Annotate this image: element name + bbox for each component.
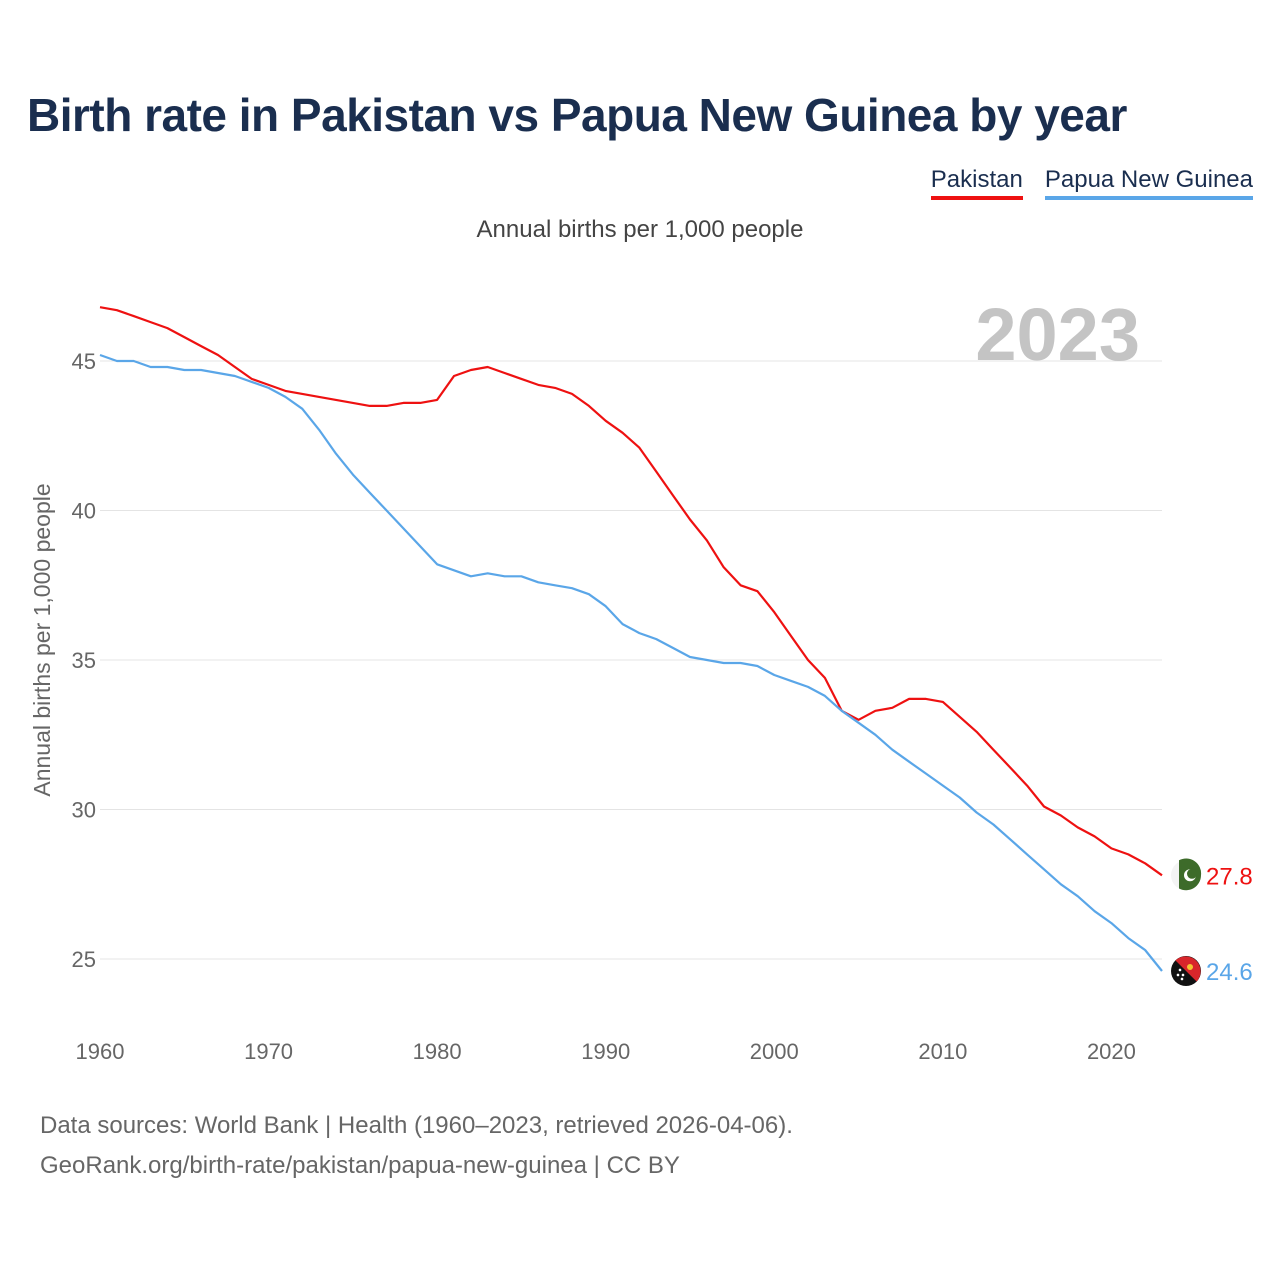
x-tick-label: 2010 [918, 1039, 967, 1064]
legend-item-papua-new-guinea[interactable]: Papua New Guinea [1044, 166, 1253, 200]
flag-star [1176, 973, 1180, 977]
y-tick-label: 45 [72, 349, 96, 374]
series-line-papua-new-guinea [99, 353, 1163, 972]
data-source: Data sources: World Bank | Health (1960–… [40, 1106, 793, 1186]
legend: Pakistan Papua New Guinea [930, 166, 1253, 200]
end-markers: 27.8 24.6 [1171, 858, 1253, 986]
x-tick-label: 2020 [1087, 1039, 1136, 1064]
y-tick-label: 30 [72, 798, 96, 823]
chart-title: Birth rate in Pakistan vs Papua New Guin… [27, 89, 1127, 141]
series-lines [99, 306, 1163, 972]
flag-star [1180, 977, 1184, 981]
flag-crescent-cut [1187, 868, 1197, 879]
y-axis-ticks: 25 30 35 40 45 [72, 349, 96, 972]
legend-item-pakistan[interactable]: Pakistan [930, 166, 1023, 200]
chart-subtitle: Annual births per 1,000 people [476, 216, 804, 243]
flag-star [1178, 968, 1182, 972]
source-line-2[interactable]: GeoRank.org/birth-rate/pakistan/papua-ne… [40, 1152, 680, 1179]
y-tick-label: 40 [72, 499, 96, 524]
x-tick-label: 1960 [76, 1039, 125, 1064]
flag-bird [1187, 963, 1193, 970]
source-line-1: Data sources: World Bank | Health (1960–… [40, 1112, 793, 1139]
papua-new-guinea-end-value: 24.6 [1206, 959, 1253, 986]
y-axis-label: Annual births per 1,000 people [29, 483, 55, 796]
flag-star [1181, 973, 1185, 977]
papua-new-guinea-flag-icon [1171, 955, 1201, 986]
y-tick-label: 25 [72, 947, 96, 972]
x-tick-label: 1970 [244, 1039, 293, 1064]
current-year-label: 2023 [975, 293, 1140, 376]
x-axis-ticks: 1960 1970 1980 1990 2000 2010 2020 [76, 1039, 1136, 1064]
y-tick-label: 35 [72, 648, 96, 673]
x-tick-label: 2000 [750, 1039, 799, 1064]
grid-lines [100, 360, 1162, 960]
series-line-pakistan [99, 306, 1163, 877]
pakistan-end-value: 27.8 [1206, 863, 1253, 890]
pakistan-flag-icon [1171, 858, 1202, 891]
x-tick-label: 1990 [581, 1039, 630, 1064]
x-tick-label: 1980 [413, 1039, 462, 1064]
